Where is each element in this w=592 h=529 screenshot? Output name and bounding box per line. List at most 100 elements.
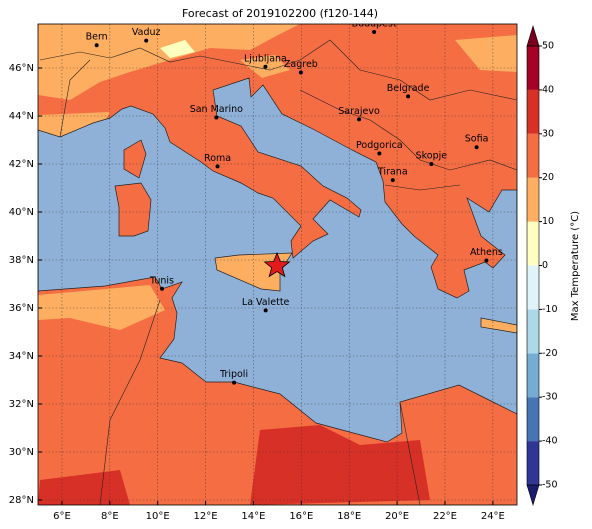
city-dot — [263, 64, 268, 69]
city-dot — [160, 286, 165, 291]
colorbar-tick-label: 30 — [542, 128, 554, 139]
city-label: Vaduz — [132, 27, 161, 38]
colorbar-segment — [527, 397, 539, 442]
city-dot — [214, 115, 219, 120]
border — [329, 39, 517, 101]
city-label: Athens — [470, 247, 503, 258]
lat-label: 46°N — [9, 63, 34, 74]
border — [59, 59, 91, 138]
temp-zone — [250, 425, 430, 505]
lon-label: 12°E — [194, 511, 218, 522]
sardinia — [114, 182, 152, 237]
city-label: Tunis — [149, 275, 174, 286]
city-dot — [357, 117, 362, 122]
city-dot — [232, 380, 237, 385]
lat-label: 36°N — [9, 303, 34, 314]
colorbar-tick-label: 0 — [542, 260, 548, 271]
colorbar-segment — [527, 441, 539, 485]
colorbar-tick-label: -30 — [542, 392, 558, 403]
lat-label: 40°N — [9, 207, 34, 218]
lat-label: 34°N — [9, 351, 34, 362]
lon-label: 8°E — [101, 511, 119, 522]
lon-label: 22°E — [433, 511, 457, 522]
colorbar-tick-label: -50 — [542, 480, 558, 491]
lon-label: 20°E — [385, 511, 409, 522]
temp-zone — [455, 35, 517, 72]
title: Forecast of 2019102200 (f120-144) — [182, 7, 378, 20]
lat-label: 42°N — [9, 159, 34, 170]
city-dot — [372, 30, 377, 34]
city-label: San Marino — [190, 104, 243, 115]
lat-label: 28°N — [9, 495, 34, 506]
colorbar-extend-over — [526, 24, 540, 47]
lat-label: 32°N — [9, 399, 34, 410]
colorbar-label: Max Temperature (°C) — [570, 211, 581, 321]
city-label: Tripoli — [219, 369, 248, 380]
lat-label: 44°N — [9, 111, 34, 122]
border — [299, 89, 517, 171]
city-dot — [144, 38, 149, 43]
colorbar-tick-label: 40 — [542, 84, 554, 95]
city-label: Skopje — [416, 151, 448, 162]
city-dot — [263, 308, 268, 313]
colorbar-segment — [527, 133, 539, 178]
colorbar-extend-under — [526, 484, 540, 507]
border — [39, 39, 331, 71]
temp-zone — [38, 112, 110, 140]
city-label: Roma — [204, 153, 231, 164]
colorbar-segment — [527, 46, 539, 90]
city-dot — [484, 258, 489, 263]
city-dot — [429, 162, 434, 166]
lon-label: 24°E — [481, 511, 505, 522]
border — [399, 401, 421, 505]
colorbar-segment — [527, 309, 539, 354]
city-label: Belgrade — [387, 83, 430, 94]
temp-zone — [160, 40, 195, 58]
city-dot — [474, 145, 479, 150]
city-label: Sarajevo — [338, 106, 380, 117]
city-label: Bern — [86, 32, 108, 43]
lon-label: 14°E — [241, 511, 265, 522]
colorbar-segment — [527, 353, 539, 398]
border — [99, 299, 161, 505]
city-dot — [94, 43, 99, 48]
lat-label: 30°N — [9, 447, 34, 458]
colorbar-tick-label: -10 — [542, 304, 558, 315]
city-label: Budapest — [352, 19, 397, 30]
crete — [480, 317, 517, 334]
colorbar-tick-label: 10 — [542, 216, 554, 227]
city-dot — [377, 151, 382, 156]
city-dot — [215, 164, 220, 169]
colorbar-tick-label: -40 — [542, 436, 558, 447]
city-label: Sofia — [465, 134, 489, 145]
colorbar-segment — [527, 265, 539, 310]
lat-label: 38°N — [9, 255, 34, 266]
colorbar-tick-label: 20 — [542, 172, 554, 183]
corsica — [123, 139, 147, 179]
city-label: Zagreb — [284, 59, 318, 70]
lon-label: 6°E — [53, 511, 71, 522]
lon-label: 18°E — [337, 511, 361, 522]
lon-label: 16°E — [289, 511, 313, 522]
city-label: La Valette — [242, 297, 290, 308]
temp-zone — [38, 285, 165, 330]
city-label: Podgorica — [356, 140, 403, 151]
city-label: Ljubljana — [244, 53, 287, 64]
colorbar-segment — [527, 221, 539, 266]
colorbar-tick-label: 50 — [542, 41, 554, 52]
colorbar-tick-label: -20 — [542, 348, 558, 359]
temp-zone — [38, 24, 300, 100]
city-dot — [298, 70, 303, 75]
colorbar-segment — [527, 177, 539, 222]
marker-star — [263, 251, 291, 278]
border — [384, 184, 461, 191]
temp-zone — [105, 76, 240, 114]
city-dot — [390, 178, 395, 183]
colorbar-segment — [527, 89, 539, 134]
city-label: Tirana — [377, 167, 408, 178]
temp-zone — [38, 470, 130, 505]
city-dot — [406, 94, 411, 99]
map-frame — [37, 23, 518, 506]
